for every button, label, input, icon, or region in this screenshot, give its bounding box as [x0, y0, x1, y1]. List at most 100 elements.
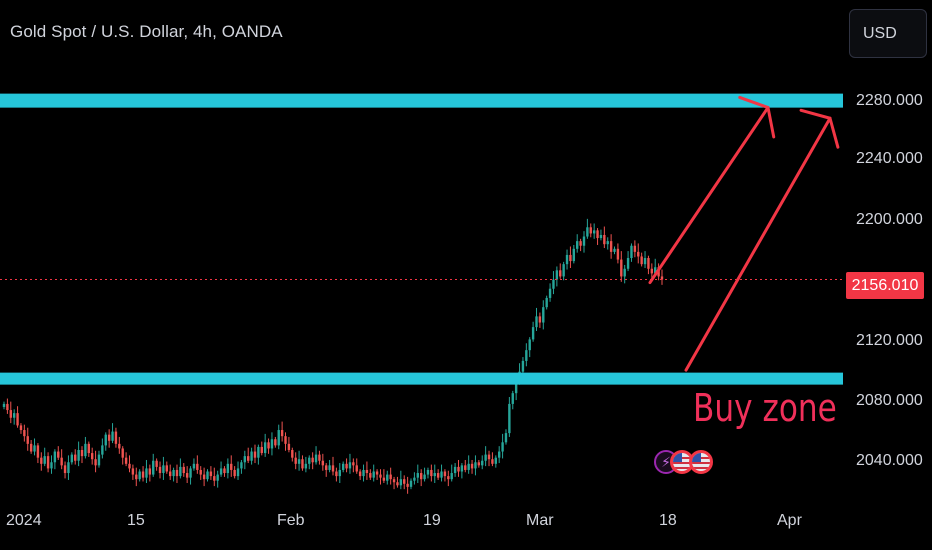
projection-arrows[interactable] — [648, 95, 840, 372]
candle-body — [243, 456, 247, 463]
arrow-head[interactable] — [738, 95, 770, 110]
arrow-head[interactable] — [828, 116, 840, 149]
candle-body — [199, 469, 202, 475]
arrow-line[interactable] — [648, 106, 770, 285]
candle-body — [491, 459, 494, 464]
candle-body — [406, 483, 409, 487]
x-axis-label: Feb — [277, 512, 305, 529]
candle-body — [87, 443, 90, 454]
candle-body — [474, 462, 477, 469]
candle-body — [467, 463, 470, 470]
candle-body — [589, 227, 592, 234]
candle-body — [338, 469, 341, 477]
candle-body — [12, 413, 16, 418]
candle-body — [118, 443, 121, 449]
candle-body — [60, 457, 63, 466]
y-axis-label: 2280.000 — [856, 92, 923, 109]
candle-body — [111, 431, 114, 441]
candle-body — [572, 248, 576, 262]
x-axis-label: 18 — [659, 512, 677, 529]
candle-body — [270, 439, 274, 449]
candle-body — [141, 471, 145, 478]
candle-body — [416, 473, 419, 478]
candle-body — [375, 471, 379, 475]
candle-body — [423, 474, 426, 480]
candle-body — [280, 430, 284, 437]
candle-body — [257, 446, 260, 458]
x-axis-label: Mar — [526, 512, 554, 529]
candle-body — [301, 459, 304, 469]
buy-zone-annotation[interactable]: Buy zone — [693, 386, 837, 430]
candle-body — [297, 459, 301, 464]
candle-body — [426, 469, 430, 475]
candle-body — [63, 465, 67, 474]
candle-body — [633, 245, 637, 252]
candle-body — [114, 431, 118, 444]
candle-body — [124, 457, 128, 464]
candle-body — [189, 468, 192, 478]
candle-body — [33, 445, 36, 452]
candle-body — [90, 453, 94, 460]
x-axis-label: 15 — [127, 512, 145, 529]
candle-body — [2, 403, 6, 407]
candle-body — [403, 479, 406, 484]
candle-body — [552, 279, 555, 289]
candle-body — [389, 474, 392, 480]
candle-body — [40, 457, 43, 464]
candle-body — [494, 457, 498, 464]
candle-body — [453, 466, 457, 474]
candle-body — [538, 316, 542, 323]
candle-body — [419, 473, 423, 480]
candle-body — [430, 469, 433, 477]
candle-body — [267, 442, 270, 449]
candle-body — [606, 241, 609, 245]
currency-button[interactable]: USD — [849, 9, 927, 58]
candle-body — [148, 468, 152, 475]
candle-body — [559, 270, 562, 277]
chart-title: Gold Spot / U.S. Dollar, 4h, OANDA — [10, 22, 283, 41]
candle-body — [392, 479, 396, 483]
arrow-head[interactable] — [799, 108, 832, 120]
us-flag-icon[interactable] — [689, 450, 713, 474]
candle-body — [168, 471, 172, 477]
x-axis-label: Apr — [777, 512, 802, 529]
candle-body — [325, 465, 328, 470]
candle-body — [637, 251, 640, 257]
candle-body — [213, 476, 216, 481]
candle-body — [579, 241, 582, 246]
candle-body — [287, 443, 291, 450]
candle-body — [294, 457, 297, 464]
candle-body — [202, 474, 206, 480]
candle-body — [409, 480, 413, 487]
candle-body — [233, 469, 236, 477]
candle-body — [9, 410, 12, 418]
candle-body — [399, 479, 403, 486]
arrow-line[interactable] — [684, 116, 832, 372]
candle-body — [219, 468, 223, 475]
candle-body — [630, 245, 633, 259]
candle-body — [74, 454, 77, 461]
candle-body — [477, 462, 481, 466]
candle-body — [328, 465, 331, 470]
candle-body — [654, 267, 657, 274]
x-axis-label: 2024 — [6, 512, 42, 529]
candle-body — [179, 466, 182, 477]
candle-body — [36, 445, 40, 458]
candle-body — [362, 469, 365, 477]
candle-body — [97, 454, 101, 466]
arrow-head[interactable] — [766, 106, 776, 139]
candle-body — [230, 463, 233, 470]
candle-body — [138, 471, 141, 480]
candle-body — [501, 442, 504, 452]
candle-body — [514, 382, 518, 394]
candle-body — [440, 471, 443, 478]
candle-body — [535, 316, 538, 328]
candle-body — [84, 443, 87, 457]
candle-body — [19, 425, 23, 431]
candle-body — [542, 307, 545, 323]
candle-body — [145, 468, 148, 478]
candle-body — [582, 236, 586, 246]
candle-body — [196, 463, 199, 470]
candle-body — [311, 457, 314, 463]
